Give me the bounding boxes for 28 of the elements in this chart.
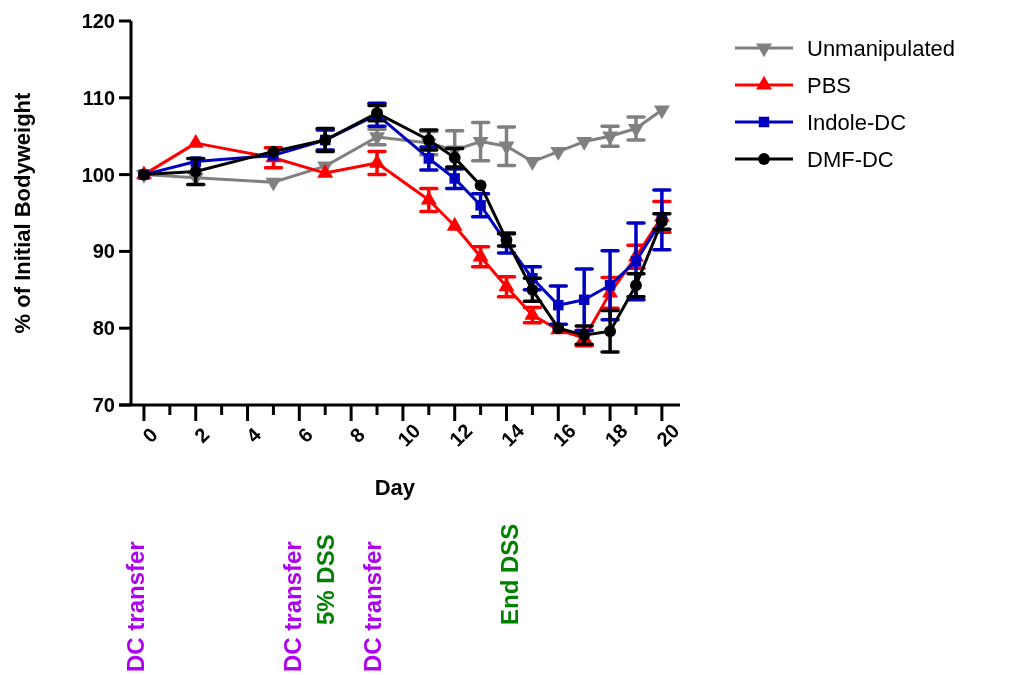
text: DC transfer [122, 541, 149, 672]
y-tick-label: 110 [82, 86, 115, 109]
y-tick-label: 70 [92, 394, 115, 416]
x-tick-label: 2 [190, 423, 214, 447]
text: End DSS [496, 523, 523, 625]
legend-label: Unmanipulated [807, 35, 955, 61]
text: 5% DSS [312, 534, 339, 625]
y-axis-title: % of Initial Bodyweight [10, 91, 35, 334]
x-axis-title: Day [374, 475, 416, 500]
text: DC transfer [359, 541, 386, 672]
legend-label: PBS [807, 72, 852, 98]
y-tick-label: 90 [92, 240, 115, 263]
x-tick-label: 16 [548, 419, 580, 451]
x-tick-label: 14 [496, 418, 529, 451]
text: DC transfer [279, 541, 306, 672]
x-tick-label: 20 [652, 419, 684, 451]
x-tick-label: 18 [600, 419, 632, 451]
x-tick-label: 6 [293, 423, 318, 447]
y-tick-label: 120 [81, 10, 115, 32]
legend-label: DMF-DC [807, 146, 894, 172]
y-tick-label: 100 [81, 163, 115, 186]
x-tick-label: 10 [393, 419, 425, 451]
y-tick-label: 80 [92, 317, 115, 340]
legend-label: Indole-DC [807, 109, 907, 135]
x-tick-label: 8 [345, 423, 369, 447]
x-tick-label: 0 [138, 423, 162, 447]
x-tick-label: 4 [241, 422, 266, 447]
x-tick-label: 12 [445, 419, 477, 451]
